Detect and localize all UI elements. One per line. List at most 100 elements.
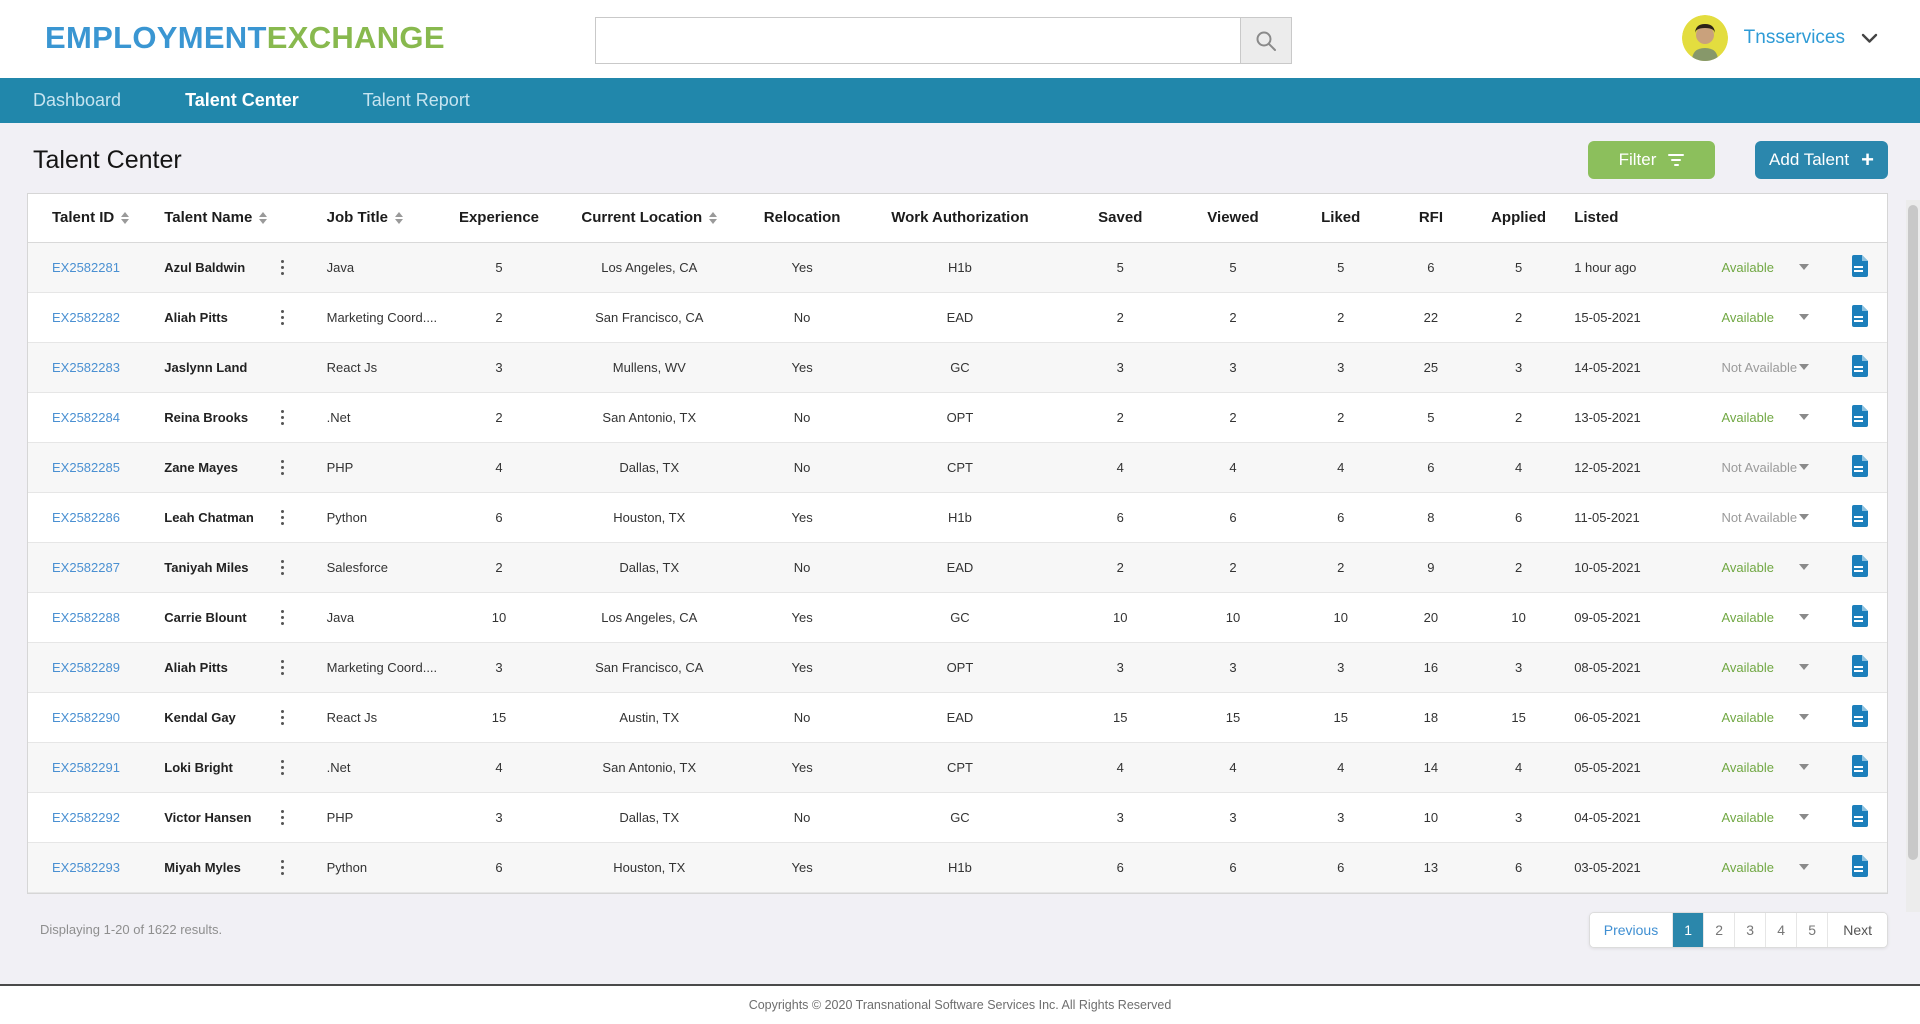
nav-item-dashboard[interactable]: Dashboard <box>33 90 122 110</box>
cell-experience: 10 <box>491 609 507 625</box>
search-bar <box>595 17 1292 64</box>
cell-job_title: React Js <box>326 359 378 375</box>
talent-id-link[interactable]: EX2582291 <box>52 759 120 775</box>
column-header-current_location[interactable]: Current Location <box>549 194 750 243</box>
resume-doc-icon[interactable] <box>1850 404 1869 427</box>
cell-liked: 6 <box>1337 859 1345 875</box>
resume-doc-icon[interactable] <box>1850 654 1869 677</box>
talent-id-link[interactable]: EX2582290 <box>52 709 120 725</box>
talent-id-link[interactable]: EX2582282 <box>52 309 120 325</box>
resume-doc-icon[interactable] <box>1850 604 1869 627</box>
pagination-next[interactable]: Next <box>1828 912 1887 947</box>
availability-dropdown[interactable]: Available <box>1697 710 1830 725</box>
cell-relocation: Yes <box>791 509 813 525</box>
column-header-talent_name[interactable]: Talent Name <box>148 194 319 243</box>
resume-doc-icon[interactable] <box>1850 504 1869 527</box>
availability-dropdown[interactable]: Available <box>1697 810 1830 825</box>
availability-dropdown[interactable]: Available <box>1697 610 1830 625</box>
availability-dropdown[interactable]: Available <box>1697 260 1830 275</box>
row-menu-kebab-icon[interactable] <box>279 408 286 427</box>
resume-doc-icon[interactable] <box>1850 754 1869 777</box>
row-menu-kebab-icon[interactable] <box>279 258 286 277</box>
availability-label: Available <box>1721 609 1774 625</box>
cell-current_location: Austin, TX <box>619 709 680 725</box>
talent-id-link[interactable]: EX2582287 <box>52 559 120 575</box>
availability-dropdown[interactable]: Available <box>1697 760 1830 775</box>
talent-id-link[interactable]: EX2582281 <box>52 259 120 275</box>
row-menu-kebab-icon[interactable] <box>279 458 286 477</box>
scrollbar-thumb[interactable] <box>1908 205 1918 860</box>
pagination-page-2[interactable]: 2 <box>1704 912 1736 947</box>
talent-id-link[interactable]: EX2582286 <box>52 509 120 525</box>
talent-id-link[interactable]: EX2582289 <box>52 659 120 675</box>
row-menu-kebab-icon[interactable] <box>279 308 286 327</box>
row-menu-kebab-icon[interactable] <box>279 758 286 777</box>
caret-down-icon <box>1798 364 1809 370</box>
talent-name: Taniyah Miles <box>164 559 249 575</box>
cell-current_location: San Francisco, CA <box>595 659 704 675</box>
row-menu-kebab-icon[interactable] <box>279 708 286 727</box>
username[interactable]: Tnsservices <box>1743 27 1845 48</box>
chevron-down-icon[interactable] <box>1861 33 1878 44</box>
avatar[interactable] <box>1681 15 1728 61</box>
copyright-text: Copyrights © 2020 Transnational Software… <box>748 998 1172 1012</box>
page-actions: Filter Add Talent + <box>1588 141 1888 179</box>
talent-id-link[interactable]: EX2582288 <box>52 609 120 625</box>
row-menu-kebab-icon[interactable] <box>279 858 286 877</box>
talent-id-link[interactable]: EX2582293 <box>52 859 120 875</box>
availability-dropdown[interactable]: Not Available <box>1697 510 1830 525</box>
search-button[interactable] <box>1240 17 1292 64</box>
nav-item-talent-center[interactable]: Talent Center <box>185 90 299 110</box>
cell-saved: 3 <box>1116 659 1124 675</box>
resume-doc-icon[interactable] <box>1850 254 1869 277</box>
resume-doc-icon[interactable] <box>1850 554 1869 577</box>
cell-experience: 15 <box>491 709 507 725</box>
vertical-scrollbar[interactable] <box>1906 200 1920 912</box>
cell-relocation: Yes <box>791 609 813 625</box>
row-menu-kebab-icon[interactable] <box>279 808 286 827</box>
cell-applied: 2 <box>1514 559 1523 575</box>
app-logo[interactable]: EMPLOYMENTEXCHANGE <box>45 20 445 56</box>
pagination-page-1[interactable]: 1 <box>1673 912 1705 947</box>
cell-applied: 3 <box>1514 809 1523 825</box>
table-row: EX2582290 Kendal Gay React Js 15 Austin, TX N… <box>28 692 1887 743</box>
search-input[interactable] <box>595 17 1240 64</box>
talent-id-link[interactable]: EX2582283 <box>52 359 120 375</box>
caret-down-icon <box>1798 614 1809 620</box>
talent-id-link[interactable]: EX2582292 <box>52 809 120 825</box>
column-header-rfi: RFI <box>1390 194 1471 243</box>
talent-name: Aliah Pitts <box>164 309 228 325</box>
filter-button[interactable]: Filter <box>1588 141 1715 179</box>
availability-dropdown[interactable]: Not Available <box>1697 360 1830 375</box>
row-menu-kebab-icon[interactable] <box>279 508 286 527</box>
availability-dropdown[interactable]: Available <box>1697 560 1830 575</box>
pagination-page-3[interactable]: 3 <box>1735 912 1767 947</box>
column-label-work_authorization: Work Authorization <box>891 209 1029 227</box>
column-header-talent_id[interactable]: Talent ID <box>28 194 149 243</box>
availability-dropdown[interactable]: Available <box>1697 410 1830 425</box>
row-menu-kebab-icon[interactable] <box>279 558 286 577</box>
pagination-page-5[interactable]: 5 <box>1797 912 1829 947</box>
resume-doc-icon[interactable] <box>1850 304 1869 327</box>
resume-doc-icon[interactable] <box>1850 454 1869 477</box>
availability-dropdown[interactable]: Available <box>1697 310 1830 325</box>
resume-doc-icon[interactable] <box>1850 854 1869 877</box>
availability-dropdown[interactable]: Not Available <box>1697 460 1830 475</box>
resume-doc-icon[interactable] <box>1850 704 1869 727</box>
nav-item-talent-report[interactable]: Talent Report <box>362 90 470 110</box>
resume-doc-icon[interactable] <box>1850 354 1869 377</box>
row-menu-kebab-icon[interactable] <box>279 608 286 627</box>
availability-dropdown[interactable]: Available <box>1697 660 1830 675</box>
cell-current_location: Houston, TX <box>613 509 686 525</box>
availability-label: Available <box>1721 559 1774 575</box>
resume-doc-icon[interactable] <box>1850 804 1869 827</box>
talent-id-link[interactable]: EX2582285 <box>52 459 120 475</box>
add-talent-button[interactable]: Add Talent + <box>1755 141 1888 179</box>
pagination-previous[interactable]: Previous <box>1589 912 1674 947</box>
availability-dropdown[interactable]: Available <box>1697 860 1830 875</box>
pagination-page-4[interactable]: 4 <box>1766 912 1798 947</box>
column-header-job_title[interactable]: Job Title <box>318 194 449 243</box>
talent-id-link[interactable]: EX2582284 <box>52 409 120 425</box>
column-header-experience: Experience <box>448 194 550 243</box>
row-menu-kebab-icon[interactable] <box>279 658 286 677</box>
